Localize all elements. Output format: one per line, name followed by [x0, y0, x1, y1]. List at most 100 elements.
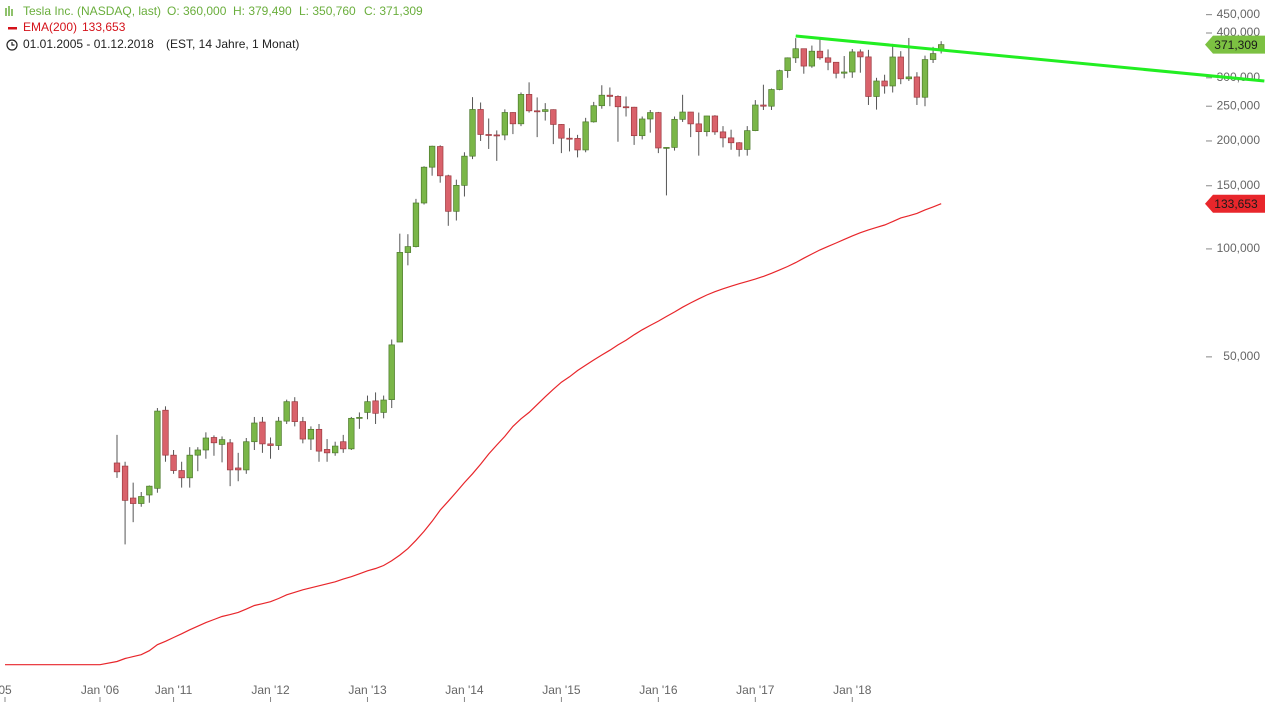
candle-body [671, 118, 678, 148]
candle-body [267, 443, 274, 446]
candle-body [388, 344, 395, 400]
period-note: (EST, 14 Jahre, 1 Monat) [166, 37, 299, 51]
candle-body [291, 401, 298, 422]
y-tick-label: 250,000 [1217, 98, 1261, 112]
candle-body [194, 449, 201, 456]
candle-body [154, 410, 161, 489]
candle-body [235, 467, 242, 471]
candle-body [275, 420, 282, 446]
candle-body [283, 401, 290, 422]
last-price-label: 371,309 [1214, 38, 1258, 52]
legend-ema-value: 133,653 [82, 20, 126, 34]
candle-body [784, 57, 791, 72]
candle-body [881, 80, 888, 87]
candle-body [703, 115, 710, 133]
candle-body [727, 137, 735, 144]
y-tick-label: 100,000 [1217, 241, 1261, 255]
candle-body [889, 56, 896, 87]
candle-body [695, 123, 702, 133]
candle-body [113, 462, 121, 473]
candle-body [808, 50, 816, 67]
candle-body [517, 94, 525, 125]
x-tick-label: Jan '12 [251, 683, 290, 697]
candle-body [776, 70, 783, 90]
candle-body [663, 147, 670, 149]
x-tick-label: Jan '14 [445, 683, 484, 697]
candle-body [768, 89, 775, 107]
candle-body [485, 134, 492, 136]
ema-legend-swatch [8, 27, 17, 30]
candle-body [824, 57, 832, 63]
ema-value-badge [1205, 194, 1265, 213]
candle-body [202, 437, 210, 451]
candle-body [428, 145, 436, 168]
candle-body [558, 124, 565, 139]
candle-body [412, 202, 420, 247]
ohlc-label: L: 350,760 [299, 4, 356, 18]
candle-body [744, 130, 751, 150]
candle-body [905, 76, 912, 80]
candle-body [380, 399, 387, 413]
candle-body [760, 104, 767, 107]
candle-body [493, 134, 500, 137]
candle-body [857, 51, 864, 58]
clock-hands [11, 42, 15, 46]
trendline [795, 34, 1265, 83]
candle-body [525, 94, 533, 112]
candle-body [299, 421, 306, 440]
candle-body [832, 61, 840, 74]
candle-body [606, 94, 614, 97]
candle-body [711, 115, 719, 133]
instrument-title: Tesla Inc. (NASDAQ, last) [23, 4, 161, 18]
candle-body [315, 428, 323, 452]
candle-body [453, 184, 460, 212]
candle-body [186, 454, 193, 479]
legend-ema-name: EMA(200) [23, 20, 77, 34]
x-tick-label: Jan '06 [81, 683, 120, 697]
candle-body [752, 104, 759, 131]
candle-body [477, 109, 484, 135]
candle-body [372, 400, 379, 414]
header-icons [5, 6, 18, 51]
candle-body [307, 428, 315, 440]
candle-body [218, 439, 226, 445]
candle-body [420, 166, 428, 204]
candle-body [630, 106, 638, 137]
candle-body [542, 109, 549, 112]
y-tick-label: 150,000 [1217, 178, 1261, 192]
candle-body [913, 76, 921, 98]
ohlc-label: H: 379,490 [233, 4, 292, 18]
ema-line [5, 203, 942, 666]
x-tick-label: Jan '13 [348, 683, 387, 697]
x-tick-label: Jan '15 [542, 683, 581, 697]
candle-body [445, 175, 452, 212]
candle-body [929, 53, 937, 60]
clock-icon [6, 39, 18, 51]
candle-body [364, 401, 371, 413]
candle-body [639, 118, 646, 137]
x-tick-label: 05 [0, 683, 12, 697]
candle-body [736, 142, 743, 150]
instrument-icon [5, 6, 13, 16]
candle-body [259, 421, 266, 445]
candle-body [162, 409, 169, 456]
candle-body [251, 422, 258, 443]
candle-body [655, 112, 662, 149]
x-tick-label: Jan '18 [833, 683, 872, 697]
ema-value-label: 133,653 [1214, 197, 1258, 211]
y-tick-label: 50,000 [1223, 349, 1260, 363]
candle-body [566, 137, 573, 140]
y-tick-label: 200,000 [1217, 133, 1261, 147]
candle-body [687, 111, 694, 125]
candle-body [332, 445, 339, 454]
candle-body [509, 112, 517, 125]
candle-body [622, 106, 630, 109]
candle-body [574, 138, 581, 151]
candle-body [849, 51, 856, 73]
candle-body [865, 56, 872, 97]
candle-body [873, 80, 880, 97]
candle-body [243, 441, 250, 471]
candle-body [679, 111, 686, 120]
candle-body [340, 441, 347, 450]
candle-body [323, 449, 331, 454]
